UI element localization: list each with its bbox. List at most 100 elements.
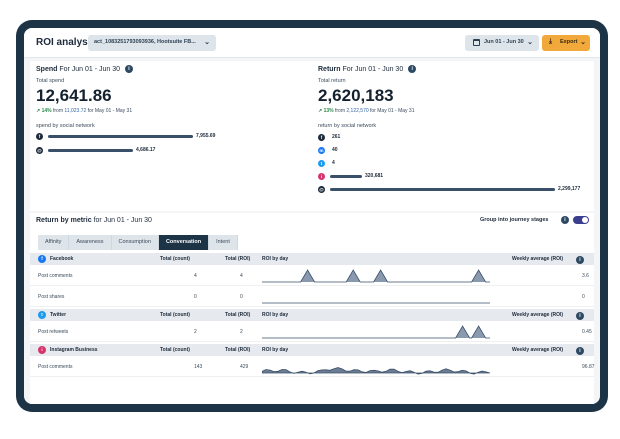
network-bar <box>48 149 133 152</box>
info-icon[interactable]: i <box>408 65 417 73</box>
col-total-count: Total (count) <box>160 312 190 318</box>
table-row: Post retweets 2 2 0.45 <box>30 322 594 342</box>
roi-by-day-sparkline <box>262 269 490 283</box>
tab-consumption[interactable]: Consumption <box>111 235 159 250</box>
return-delta-amount: 2,122,570 <box>346 108 369 114</box>
threads-icon: @ <box>318 186 325 193</box>
network-name: Facebook <box>50 256 74 262</box>
group-journey-toggle[interactable] <box>573 216 589 224</box>
facebook-icon: f <box>318 134 325 141</box>
metrics-period: for Jun 01 - Jun 30 <box>93 217 152 224</box>
date-range-button[interactable]: Jun 01 - Jun 30 ⌄ <box>465 35 539 51</box>
metric-label: Post shares <box>38 294 65 300</box>
network-value: 7,955.69 <box>196 133 216 139</box>
metric-roi: 2 <box>240 329 243 335</box>
tab-conversation[interactable]: Conversation <box>158 235 210 250</box>
twitter-icon: t <box>38 311 46 319</box>
network-row: @4,686.17 <box>36 147 312 155</box>
table-row: Post shares 0 0 0 <box>30 287 594 307</box>
network-name: Twitter <box>50 312 67 318</box>
spend-period: For Jun 01 - Jun 30 <box>59 65 121 73</box>
col-total-roi: Total (ROI) <box>225 312 251 318</box>
tab-affinity[interactable]: Affinity <box>38 235 70 250</box>
return-delta: ↗ 13% from 2,122,570 for May 01 - May 31 <box>318 108 415 114</box>
total-return-label: Total return <box>318 78 346 84</box>
messenger-icon: m <box>318 147 325 154</box>
spend-delta-pct: 14% <box>41 108 52 114</box>
network-value: 261 <box>332 134 341 140</box>
network-row: f 261 <box>318 134 594 142</box>
return-delta-text: from <box>335 108 345 114</box>
col-total-count: Total (count) <box>160 256 190 262</box>
metric-tabs: Affinity Awareness Consumption Conversation… <box>38 235 238 250</box>
col-roi-by-day: ROI by day <box>262 347 289 353</box>
metric-count: 2 <box>194 329 197 335</box>
metric-count: 4 <box>194 273 197 279</box>
trend-up-icon: ↗ <box>318 108 323 114</box>
summary-panel: Spend For Jun 01 - Jun 30 i Total spend … <box>30 61 594 211</box>
col-weekly-average: Weekly average (ROI) <box>512 312 564 318</box>
trend-up-icon: ↗ <box>36 108 41 114</box>
roi-by-day-sparkline <box>262 367 490 375</box>
info-icon[interactable]: i <box>576 256 584 264</box>
network-name: Instagram Business <box>50 347 98 353</box>
metric-count: 143 <box>194 364 203 370</box>
return-section: Return For Jun 01 - Jun 30 i Total retur… <box>312 61 594 211</box>
metric-roi: 429 <box>240 364 249 370</box>
spend-delta-period: for May 01 - May 31 <box>87 108 133 114</box>
calendar-icon <box>473 39 480 46</box>
instagram-icon: i <box>38 346 46 354</box>
network-header-facebook: f Facebook Total (count) Total (ROI) ROI by … <box>30 253 594 265</box>
return-networks-label: return by social network <box>318 123 377 129</box>
download-icon: ⤓ <box>549 38 553 45</box>
return-heading: Return For Jun 01 - Jun 30 i <box>318 65 417 73</box>
account-select-label: act_1083251793093936, Hootsuite FB... <box>94 39 196 45</box>
chevron-down-icon: ⌄ <box>527 39 533 46</box>
metric-weekly-average: 0 <box>582 294 585 300</box>
spend-delta-text: from <box>53 108 63 114</box>
info-icon[interactable]: i <box>125 65 133 73</box>
network-row: f 7,955.69 <box>36 133 312 141</box>
top-bar: ROI analysis act_1083251793093936, Hoots… <box>24 28 600 58</box>
page-title: ROI analysis <box>36 37 97 48</box>
return-by-metric-panel: Return by metric for Jun 01 - Jun 30 Gro… <box>30 213 595 404</box>
return-delta-pct: 13% <box>323 108 334 114</box>
network-bar <box>330 188 555 191</box>
toggle-knob <box>582 217 588 223</box>
instagram-icon: i <box>318 173 325 180</box>
tab-awareness[interactable]: Awareness <box>69 235 112 250</box>
chevron-down-icon: ⌄ <box>580 39 586 46</box>
metric-roi: 0 <box>240 294 243 300</box>
tab-intent[interactable]: Intent <box>209 235 238 250</box>
network-row: i 320,681 <box>318 173 594 181</box>
network-header-instagram-business: i Instagram Business Total (count) Total (R… <box>30 344 594 356</box>
roi-by-day-sparkline <box>262 325 490 339</box>
network-header-twitter: t Twitter Total (count) Total (ROI) ROI by d… <box>30 309 594 321</box>
col-roi-by-day: ROI by day <box>262 312 289 318</box>
network-row: m 40 <box>318 147 594 155</box>
info-icon[interactable]: i <box>576 347 584 355</box>
export-label: Export <box>560 39 578 45</box>
account-select[interactable]: act_1083251793093936, Hootsuite FB... ⌄ <box>88 35 216 51</box>
col-total-roi: Total (ROI) <box>225 256 251 262</box>
info-icon[interactable]: i <box>576 312 584 320</box>
sparkline-path <box>262 367 490 375</box>
network-bar <box>330 175 362 178</box>
network-row: @2,299,177 <box>318 186 594 194</box>
spend-heading: Spend For Jun 01 - Jun 30 i <box>36 65 133 73</box>
total-spend-label: Total spend <box>36 78 65 84</box>
metric-label: Post comments <box>38 273 73 279</box>
group-journey-label: Group into journey stages <box>480 217 549 223</box>
facebook-icon: f <box>36 133 43 140</box>
spend-delta-amount: 11,023.72 <box>64 108 87 114</box>
metric-weekly-average: 3.6 <box>582 273 589 279</box>
export-button[interactable]: ⤓ Export ⌄ <box>542 35 590 51</box>
info-icon[interactable]: i <box>561 216 569 224</box>
metric-count: 0 <box>194 294 197 300</box>
network-value: 4,686.17 <box>136 147 156 153</box>
twitter-icon: t <box>318 160 325 167</box>
sparkline-path <box>262 269 490 283</box>
metric-roi: 4 <box>240 273 243 279</box>
col-weekly-average: Weekly average (ROI) <box>512 347 564 353</box>
total-spend-value: 12,641.86 <box>36 86 112 105</box>
